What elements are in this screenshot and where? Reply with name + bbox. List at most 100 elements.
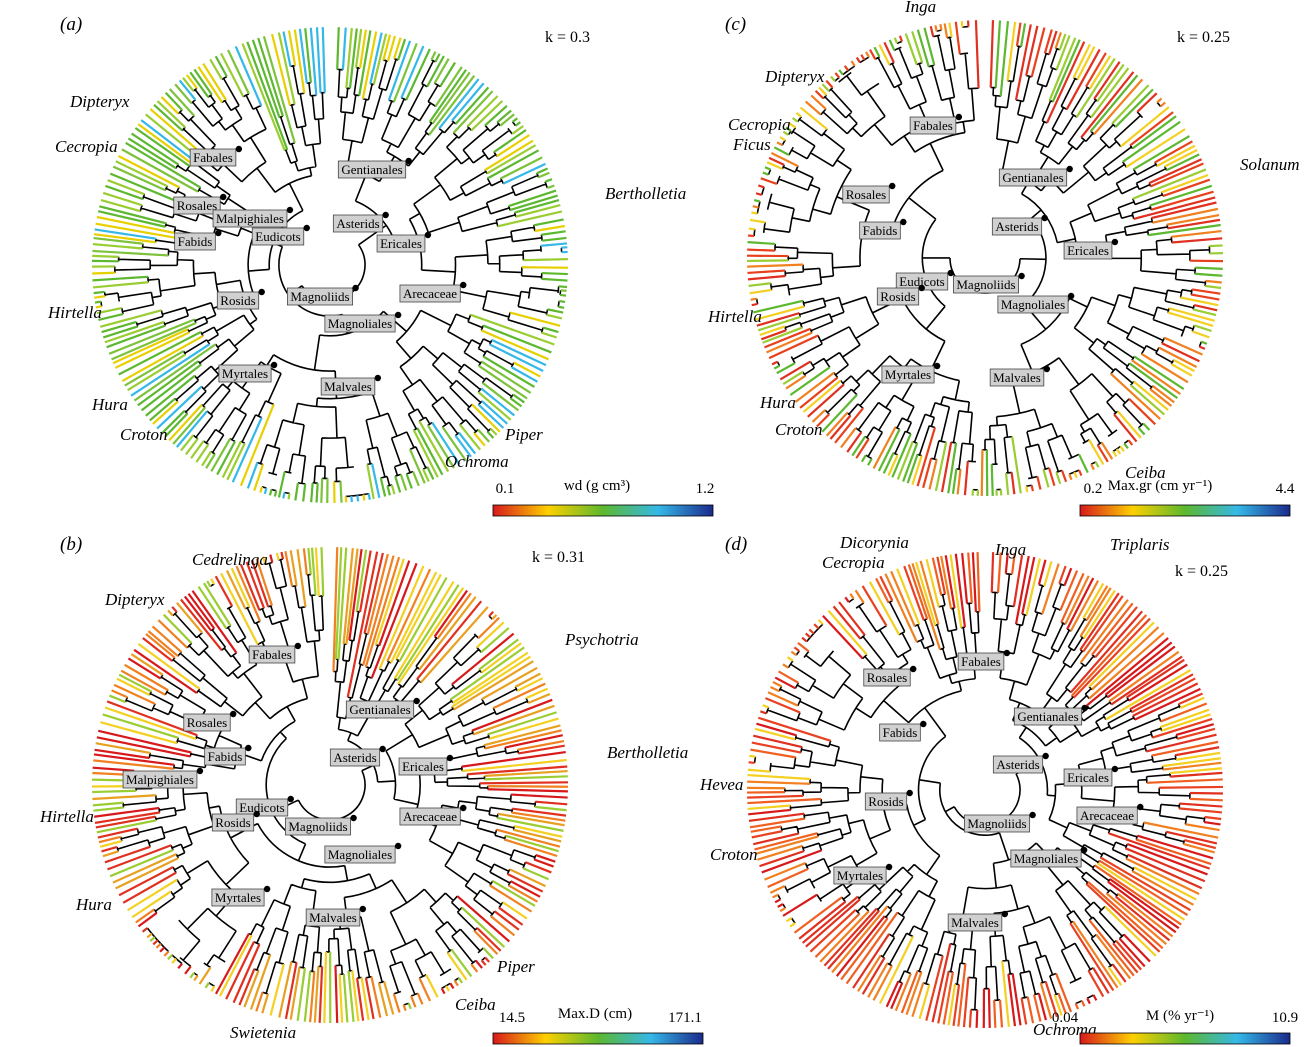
- clade-label: Eudicots: [899, 274, 945, 289]
- tip-branch: [757, 844, 803, 861]
- tip-branch: [474, 959, 483, 969]
- clade-label: Ericales: [380, 236, 422, 251]
- tip-branch: [156, 385, 203, 430]
- clade-label: Arecaceae: [403, 286, 457, 301]
- clade-node: [263, 885, 271, 893]
- tip-branch: [799, 376, 839, 409]
- tip-branch: [1151, 740, 1219, 757]
- tip-branch: [221, 440, 242, 478]
- tip-branch: [453, 660, 534, 711]
- clade-label: Rosids: [880, 289, 915, 304]
- tip-branch: [250, 559, 270, 608]
- clade-node: [920, 720, 927, 728]
- tip-branch: [1104, 905, 1157, 957]
- tip-branch: [1059, 570, 1079, 611]
- clade-box: [248, 645, 296, 664]
- tip-branch: [378, 560, 411, 647]
- tip-branch: [1148, 223, 1221, 237]
- tip-branch: [1159, 785, 1223, 789]
- tip-branch: [963, 461, 969, 496]
- clade-label: Eudicots: [255, 229, 301, 244]
- tip-branch: [797, 641, 810, 653]
- tip-branch: [155, 942, 162, 949]
- tip-branch: [304, 28, 313, 83]
- clade-box: [989, 368, 1045, 387]
- tip-branch: [109, 849, 174, 878]
- tip-branch: [916, 427, 936, 487]
- tip-branch: [1007, 974, 1017, 1027]
- tip-branch: [307, 547, 312, 575]
- tip-branch: [361, 31, 378, 99]
- tip-branch: [1151, 201, 1217, 220]
- clade-node: [906, 789, 913, 797]
- tip-branch: [489, 427, 498, 436]
- tip-branch: [749, 288, 772, 295]
- k-value: k = 0.31: [532, 549, 585, 566]
- tip-branch: [152, 400, 179, 425]
- tip-branch: [1126, 658, 1185, 699]
- tip-branch: [356, 495, 360, 502]
- tip-branch: [203, 582, 232, 627]
- tip-branch: [747, 274, 786, 281]
- clade-node: [394, 842, 402, 850]
- tip-branch: [882, 452, 895, 474]
- tip-branch: [1151, 385, 1175, 404]
- scale-title: wd (g cm³): [564, 478, 630, 494]
- tip-branch: [1152, 207, 1219, 224]
- tip-branch: [133, 343, 217, 402]
- tip-branch: [1053, 994, 1063, 1016]
- tip-branch: [1107, 880, 1177, 934]
- tip-branch: [261, 993, 270, 1014]
- tip-branch: [782, 370, 804, 386]
- tip-branch: [1030, 27, 1046, 78]
- tip-branch: [747, 263, 804, 268]
- tip-branch: [764, 327, 811, 349]
- tip-branch: [190, 440, 205, 459]
- tip-branch: [1088, 919, 1135, 977]
- tip-branch: [1127, 853, 1203, 890]
- clade-node: [1029, 811, 1036, 819]
- tip-branch: [348, 548, 363, 641]
- tip-branch: [515, 203, 561, 218]
- clade-label: Fabids: [208, 749, 243, 764]
- clade-box: [863, 668, 911, 687]
- tip-branch: [756, 312, 800, 327]
- tip-branch: [782, 663, 789, 669]
- tip-branch: [1106, 645, 1176, 699]
- tip-branch: [125, 141, 201, 189]
- tip-branch: [522, 867, 549, 881]
- tip-branch: [470, 100, 504, 132]
- tip-branch: [115, 857, 179, 890]
- tip-branch: [905, 971, 923, 1016]
- tip-branch: [915, 561, 937, 626]
- clade-node: [460, 281, 467, 289]
- tip-branch: [1127, 439, 1134, 446]
- tip-branch: [1160, 708, 1210, 729]
- tip-branch: [1110, 372, 1161, 420]
- tip-branch: [1085, 52, 1107, 88]
- tip-branch: [514, 198, 560, 214]
- tip-branch: [479, 781, 568, 785]
- scale-max: 10.9: [1272, 1010, 1298, 1026]
- clade-box: [183, 713, 231, 732]
- tip-branch: [827, 609, 868, 656]
- tip-branch: [1095, 933, 1132, 980]
- tip-branch: [860, 454, 867, 463]
- tip-branch: [289, 550, 298, 586]
- tip-branch: [245, 561, 266, 609]
- tip-branch: [1162, 761, 1222, 771]
- tip-branch: [431, 71, 471, 125]
- tip-branch: [220, 52, 245, 98]
- tip-branch: [341, 27, 347, 70]
- tip-branch: [535, 800, 568, 806]
- tip-branch: [137, 642, 201, 690]
- tip-branch: [804, 100, 822, 116]
- clade-label: Rosales: [846, 187, 886, 202]
- tip-branch: [145, 374, 196, 417]
- tip-branch: [459, 424, 482, 451]
- tip-branch: [1091, 602, 1134, 656]
- tip-branch: [1167, 218, 1221, 230]
- tip-branch: [1204, 815, 1222, 821]
- tip-branch: [747, 240, 776, 246]
- clade-box: [189, 148, 237, 167]
